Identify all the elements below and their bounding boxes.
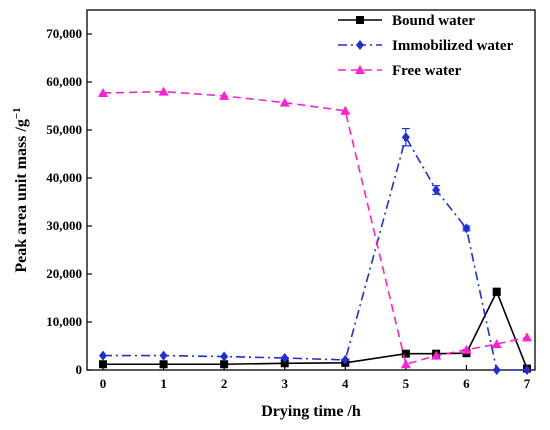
data-point	[341, 354, 350, 365]
x-axis-title: Drying time /h	[261, 403, 361, 420]
data-point	[158, 86, 169, 96]
y-tick-label: 30,000	[46, 218, 82, 233]
y-tick-label: 60,000	[46, 74, 82, 89]
legend-label: Free water	[392, 63, 462, 79]
data-point	[340, 105, 351, 115]
x-tick-label: 2	[221, 376, 228, 391]
x-tick-label: 5	[403, 376, 410, 391]
y-tick-label: 0	[76, 362, 83, 377]
y-tick-label: 10,000	[46, 314, 82, 329]
legend: Bound water Immobilized water Free water	[338, 13, 514, 79]
data-point	[356, 40, 364, 50]
series-line	[103, 289, 528, 369]
data-point	[492, 287, 501, 296]
x-tick-label: 6	[463, 376, 470, 391]
y-tick-label: 70,000	[46, 26, 82, 41]
data-point	[401, 349, 410, 358]
data-point	[400, 359, 411, 369]
data-point	[98, 88, 108, 98]
legend-item: Bound water	[338, 13, 475, 29]
data-point	[491, 339, 502, 349]
series-free-water	[98, 86, 532, 369]
x-tick-label: 0	[100, 376, 107, 391]
data-point	[220, 360, 229, 369]
legend-item: Free water	[338, 63, 462, 79]
data-point	[461, 344, 472, 354]
plot-frame	[86, 9, 536, 371]
y-tick-label: 20,000	[46, 266, 82, 281]
data-point	[432, 185, 441, 195]
data-point	[355, 65, 365, 74]
data-point	[159, 360, 168, 369]
y-tick-label: 40,000	[46, 170, 82, 185]
series-line	[103, 135, 527, 371]
series-immobilized-water	[99, 127, 531, 375]
y-axis-title-sup: −1	[11, 107, 23, 119]
data-point	[280, 359, 289, 368]
series-layer	[98, 86, 532, 375]
data-point	[431, 350, 442, 360]
data-point	[280, 353, 289, 363]
data-point	[99, 350, 107, 361]
data-point	[401, 132, 410, 143]
data-point	[522, 332, 532, 342]
y-tick-label: 50,000	[46, 122, 82, 137]
x-tick-label: 3	[281, 376, 288, 391]
y-axis-title-main: Peak area unit mass /g	[13, 119, 30, 272]
x-tick-label: 4	[342, 376, 349, 391]
legend-item: Immobilized water	[338, 38, 514, 54]
y-axis-title: Peak area unit mass /g−1	[11, 107, 30, 272]
legend-label: Bound water	[392, 13, 475, 29]
data-point	[220, 351, 229, 362]
data-point	[219, 90, 230, 100]
data-point	[279, 97, 290, 107]
data-point	[523, 365, 531, 375]
x-tick-label: 7	[524, 376, 531, 391]
legend-label: Immobilized water	[392, 38, 514, 54]
data-point	[159, 350, 168, 361]
axes: 0 1 2 3 4 5 6 7 0 10,000 20,000 30,000 40,000 50,000 6…	[46, 9, 536, 391]
data-point	[356, 16, 364, 24]
data-point	[492, 365, 501, 375]
data-point	[99, 360, 107, 369]
data-point	[462, 223, 471, 234]
x-tick-label: 1	[160, 376, 167, 391]
